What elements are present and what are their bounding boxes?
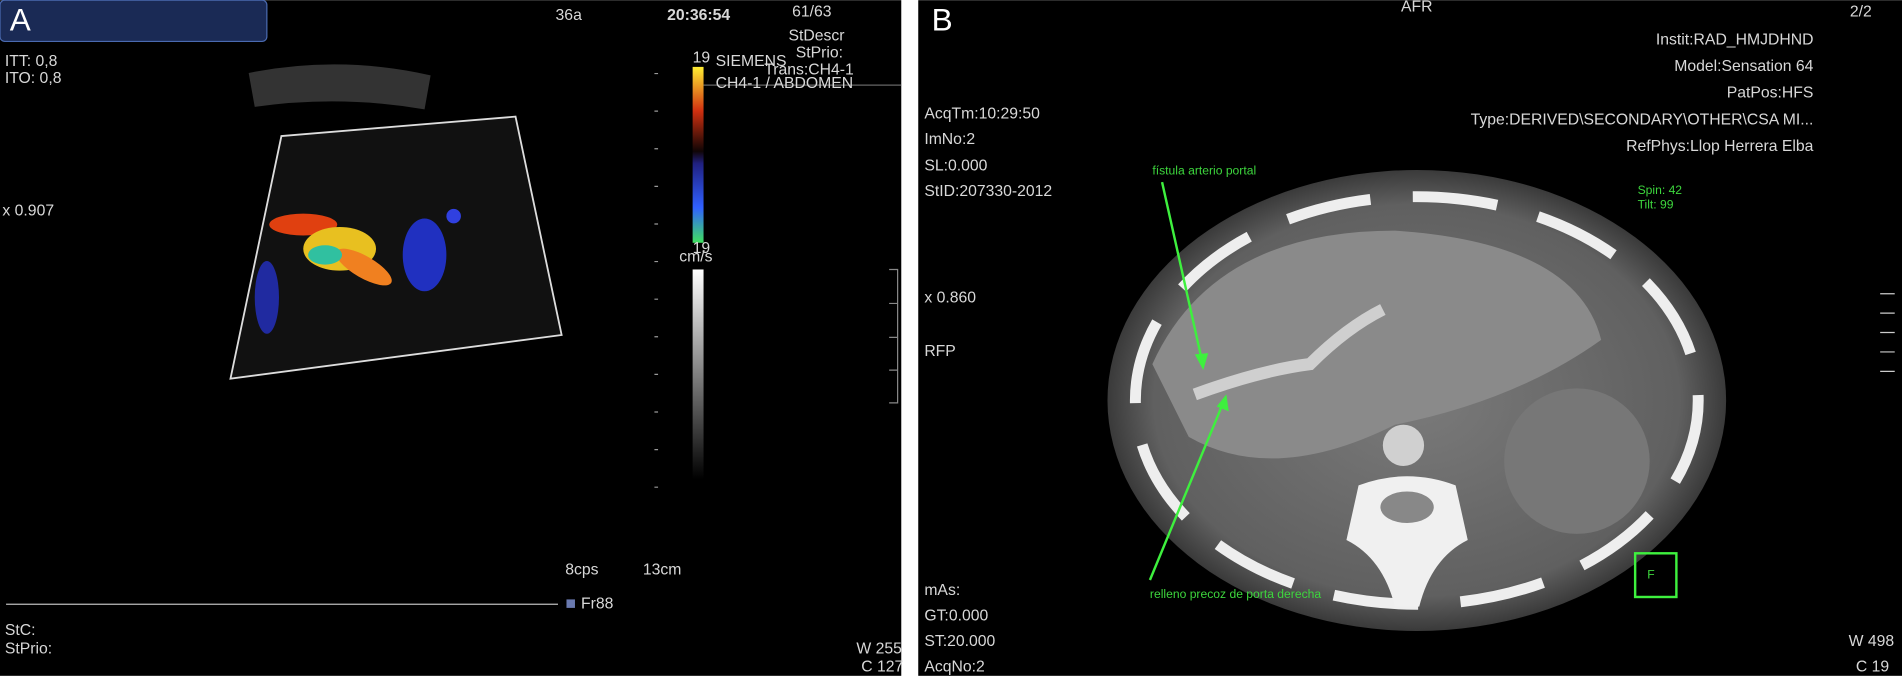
image-count: 61/63 [792, 3, 832, 20]
liver [1152, 230, 1602, 459]
arrow [1148, 397, 1227, 581]
doppler-sector [229, 115, 563, 380]
annotation: fístula arterio portal [1152, 163, 1256, 177]
fr-icon [566, 599, 575, 608]
center: C 127 [861, 658, 903, 675]
orientation-box [1633, 552, 1678, 599]
acq-time: AcqTm:10:29:50 [924, 105, 1040, 122]
annotation: relleno precoz de porta derecha [1150, 587, 1321, 601]
scale-marks [1880, 293, 1895, 372]
doppler-flow [446, 208, 461, 224]
scale-unit: cm/s [679, 248, 712, 265]
window: W 255 [856, 640, 902, 657]
orientation-glyph: F [1647, 567, 1654, 581]
image-count: 2/2 [1850, 3, 1872, 20]
st-prio: StPrio: [796, 45, 843, 62]
itt: ITT: 0,8 [5, 53, 58, 70]
time: 20:36:54 [667, 7, 730, 24]
panel-label: A [10, 1, 31, 37]
vendor: SIEMENS [716, 53, 787, 70]
image-type: Type:DERIVED\SECONDARY\OTHER\CSA MI... [1471, 111, 1814, 128]
scale-marks [889, 268, 899, 404]
orientation-left: RFP [924, 343, 956, 360]
doppler-flow [308, 245, 343, 265]
ito: ITO: 0,8 [5, 70, 62, 87]
st-descr: StDescr [788, 28, 844, 45]
frame-rate: 8cps [565, 561, 598, 578]
panel-b: F B AFR 2/2 Instit:RAD_HMJDHND Model:Sen… [918, 0, 1902, 676]
frame: 36a [556, 7, 583, 24]
ref-phys: RefPhys:Llop Herrera Elba [1626, 138, 1814, 155]
patient-position: PatPos:HFS [1727, 85, 1814, 102]
vertebral-body [1380, 491, 1434, 523]
spine [1346, 476, 1468, 607]
slice-location: SL:0.000 [924, 158, 987, 175]
st-c: StC: [5, 622, 36, 639]
institution: Instit:RAD_HMJDHND [1656, 31, 1814, 48]
portal-vein [1192, 304, 1386, 401]
color-scale [692, 66, 704, 243]
transducer: Trans:CH4-1 [764, 62, 854, 79]
slice-thickness: ST:20.000 [924, 633, 995, 650]
doppler-flow [402, 218, 447, 292]
spin: Spin: 42 [1638, 183, 1683, 197]
tilt: Tilt: 99 [1638, 197, 1674, 211]
aorta [1382, 424, 1425, 466]
arrow-head [1216, 394, 1229, 412]
image-no: ImNo:2 [924, 131, 975, 148]
doppler-flow [254, 260, 279, 334]
spleen [1504, 388, 1650, 534]
window: W 498 [1849, 633, 1895, 650]
arrow [1160, 181, 1205, 367]
arrow-head [1194, 353, 1209, 371]
header-box [0, 0, 268, 43]
near-field [248, 64, 431, 110]
st-prio-bottom: StPrio: [5, 640, 52, 657]
doppler-flow [269, 213, 338, 236]
mas: mAs: [924, 582, 960, 599]
zoom: x 0.907 [2, 202, 54, 219]
acq-no: AcqNo:2 [924, 658, 984, 675]
study-id: StID:207330-2012 [924, 183, 1052, 200]
panel-a: A 36a 20:36:54 61/63 StDescr StPrio: SIE… [0, 0, 903, 676]
preset: CH4-1 / ABDOMEN [716, 75, 853, 92]
doppler-flow [336, 248, 392, 286]
center: C 19 [1856, 658, 1890, 675]
zoom: x 0.860 [924, 290, 976, 307]
scale-bottom: 19 [693, 240, 711, 257]
gray-scale [692, 269, 704, 480]
scale-top: 19 [693, 50, 711, 67]
depth: 13cm [643, 561, 682, 578]
panel-label: B [932, 1, 953, 37]
gantry-tilt: GT:0.000 [924, 608, 988, 625]
fr: Fr88 [581, 595, 614, 612]
orientation: AFR [1401, 0, 1433, 16]
model: Model:Sensation 64 [1674, 58, 1813, 75]
